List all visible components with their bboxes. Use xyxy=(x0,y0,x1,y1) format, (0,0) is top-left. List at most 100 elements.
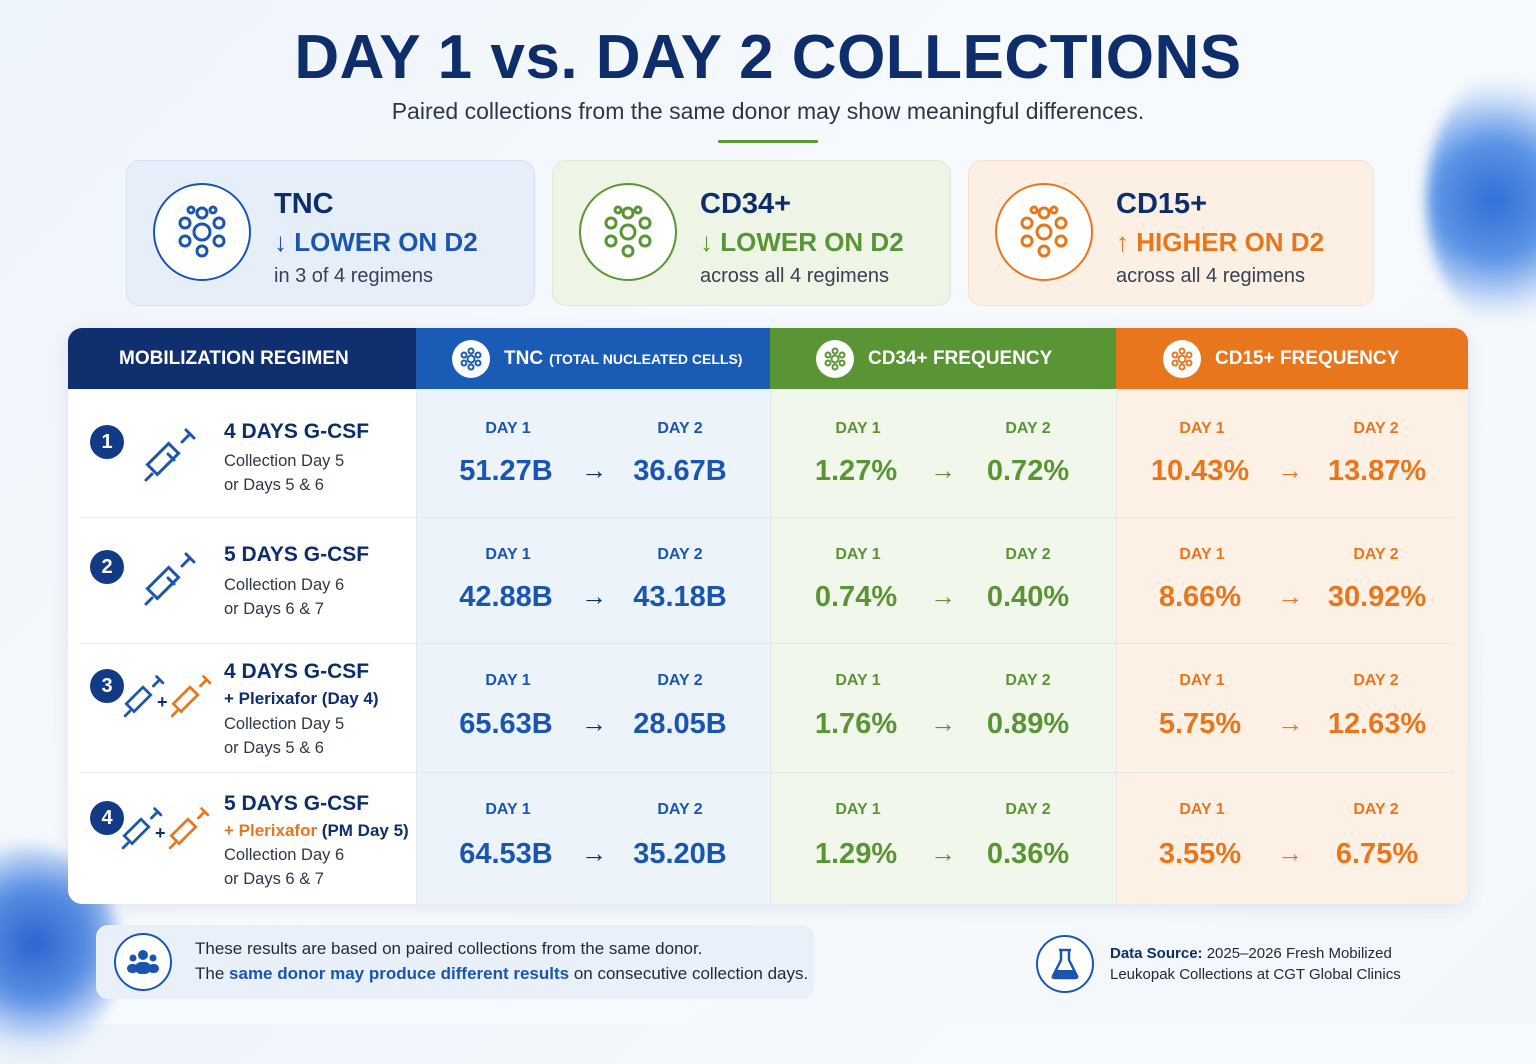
cd15-day2-value: 12.63% xyxy=(1327,708,1427,740)
tnc-column-bg xyxy=(416,328,770,904)
arrow-right-icon: → xyxy=(1277,455,1303,485)
regimen-plerixafor: + Plerixafor (PM Day 5) xyxy=(224,821,409,841)
day1-label: DAY 1 xyxy=(1179,801,1225,818)
regimen-number-badge: 2 xyxy=(90,550,124,584)
day2-label: DAY 2 xyxy=(1353,672,1399,689)
day2-label: DAY 2 xyxy=(1353,420,1399,437)
summary-card-tnc: TNC ↓ LOWER ON D2 in 3 of 4 regimens xyxy=(126,160,535,306)
cd34-day1-value: 1.27% xyxy=(814,455,898,487)
cell-cluster-icon xyxy=(579,183,677,281)
regimen-title: 5 DAYS G-CSF xyxy=(224,543,370,566)
row-separator xyxy=(80,517,1454,518)
arrow-right-icon: → xyxy=(581,838,607,868)
card-detail: across all 4 regimens xyxy=(700,265,889,287)
day2-label: DAY 2 xyxy=(1005,801,1051,818)
syringe-icon xyxy=(168,807,210,850)
cd15-day1-value: 5.75% xyxy=(1158,708,1242,740)
arrow-right-icon: → xyxy=(930,838,956,868)
cd15-day1-value: 3.55% xyxy=(1158,838,1242,870)
cell-cluster-icon xyxy=(816,339,854,378)
day2-label: DAY 2 xyxy=(1353,546,1399,563)
tnc-day1-value: 64.53B xyxy=(459,838,553,870)
cell-cluster-icon xyxy=(153,183,251,281)
page-subtitle: Paired collections from the same donor m… xyxy=(391,98,1145,124)
note-line-1: These results are based on paired collec… xyxy=(195,939,703,958)
card-trend: ↓ LOWER ON D2 xyxy=(700,227,904,257)
plerixafor-timing: (PM Day 5) xyxy=(317,821,409,840)
cd15-day2-value: 6.75% xyxy=(1335,838,1419,870)
day1-label: DAY 1 xyxy=(835,546,881,563)
card-trend: ↑ HIGHER ON D2 xyxy=(1116,227,1325,257)
cd15-day1-value: 8.66% xyxy=(1158,581,1242,613)
people-icon xyxy=(114,933,172,991)
cd15-day1-value: 10.43% xyxy=(1150,455,1250,487)
card-detail: in 3 of 4 regimens xyxy=(274,265,433,287)
summary-card-cd15: CD15+ ↑ HIGHER ON D2 across all 4 regime… xyxy=(968,160,1374,306)
syringe-icon xyxy=(144,428,196,482)
regimen-collection-line: or Days 6 & 7 xyxy=(224,870,324,888)
regimen-collection-line: Collection Day 6 xyxy=(224,846,345,864)
data-source-line-1: Data Source: 2025–2026 Fresh Mobilized xyxy=(1110,945,1392,962)
header-cd34: CD34+ FREQUENCY xyxy=(770,328,1116,389)
tnc-day2-value: 35.20B xyxy=(633,838,727,870)
summary-card-cd34: CD34+ ↓ LOWER ON D2 across all 4 regimen… xyxy=(552,160,951,306)
cd34-day2-value: 0.36% xyxy=(986,838,1070,870)
regimen-plerixafor: + Plerixafor (Day 4) xyxy=(224,689,379,708)
card-metric-name: CD34+ xyxy=(700,188,792,220)
row-separator xyxy=(80,643,1454,644)
comparison-table: MOBILIZATION REGIMEN TNC (TOTAL NUCLEATE… xyxy=(68,328,1468,904)
header-tnc: TNC (TOTAL NUCLEATED CELLS) xyxy=(416,328,770,389)
cd34-column-bg xyxy=(770,328,1116,904)
arrow-right-icon: → xyxy=(581,581,607,611)
data-source-text: 2025–2026 Fresh Mobilized xyxy=(1202,945,1392,962)
regimen-number-badge: 3 xyxy=(90,669,124,703)
day1-label: DAY 1 xyxy=(835,420,881,437)
row-separator xyxy=(80,772,1454,773)
column-divider xyxy=(770,328,771,904)
arrow-right-icon: → xyxy=(1277,581,1303,611)
arrow-right-icon: → xyxy=(930,455,956,485)
syringe-icon xyxy=(123,675,165,718)
arrow-right-icon: → xyxy=(581,455,607,485)
day2-label: DAY 2 xyxy=(1005,546,1051,563)
syringe-icon xyxy=(144,552,196,606)
regimen-collection-line: or Days 5 & 6 xyxy=(224,476,324,494)
header-regimen: MOBILIZATION REGIMEN xyxy=(68,328,416,389)
arrow-right-icon: → xyxy=(930,581,956,611)
page-title: DAY 1 vs. DAY 2 COLLECTIONS xyxy=(294,23,1242,92)
tnc-day1-value: 65.63B xyxy=(459,708,553,740)
tnc-day2-value: 36.67B xyxy=(633,455,727,487)
cd34-day1-value: 1.76% xyxy=(814,708,898,740)
day2-label: DAY 2 xyxy=(1005,420,1051,437)
day2-label: DAY 2 xyxy=(1353,801,1399,818)
cd34-day2-value: 0.40% xyxy=(986,581,1070,613)
donor-note: These results are based on paired collec… xyxy=(96,925,814,999)
day1-label: DAY 1 xyxy=(485,420,531,437)
regimen-collection-line: Collection Day 5 xyxy=(224,715,345,733)
header-label: CD34+ FREQUENCY xyxy=(868,347,1053,369)
day2-label: DAY 2 xyxy=(657,801,703,818)
header-label: TNC xyxy=(504,347,544,369)
cell-cluster-icon xyxy=(1163,339,1201,378)
syringe-icon xyxy=(121,807,163,850)
title-divider xyxy=(718,140,818,143)
regimen-collection-line: Collection Day 6 xyxy=(224,576,345,594)
day2-label: DAY 2 xyxy=(657,420,703,437)
tnc-day2-value: 28.05B xyxy=(633,708,727,740)
header-label: MOBILIZATION REGIMEN xyxy=(119,347,349,369)
arrow-right-icon: → xyxy=(1277,838,1303,868)
day2-label: DAY 2 xyxy=(657,546,703,563)
day2-label: DAY 2 xyxy=(1005,672,1051,689)
day1-label: DAY 1 xyxy=(1179,672,1225,689)
cell-cluster-icon xyxy=(452,339,490,378)
data-source-label: Data Source: xyxy=(1110,945,1203,962)
plus-sign: + xyxy=(157,692,168,712)
column-divider xyxy=(416,328,417,904)
cell-cluster-icon xyxy=(995,183,1093,281)
regimen-collection-line: or Days 5 & 6 xyxy=(224,739,324,757)
tnc-day2-value: 43.18B xyxy=(633,581,727,613)
regimen-collection-line: Collection Day 5 xyxy=(224,452,345,470)
header-sublabel: (TOTAL NUCLEATED CELLS) xyxy=(549,350,743,367)
day1-label: DAY 1 xyxy=(485,672,531,689)
cd34-day2-value: 0.89% xyxy=(986,708,1070,740)
